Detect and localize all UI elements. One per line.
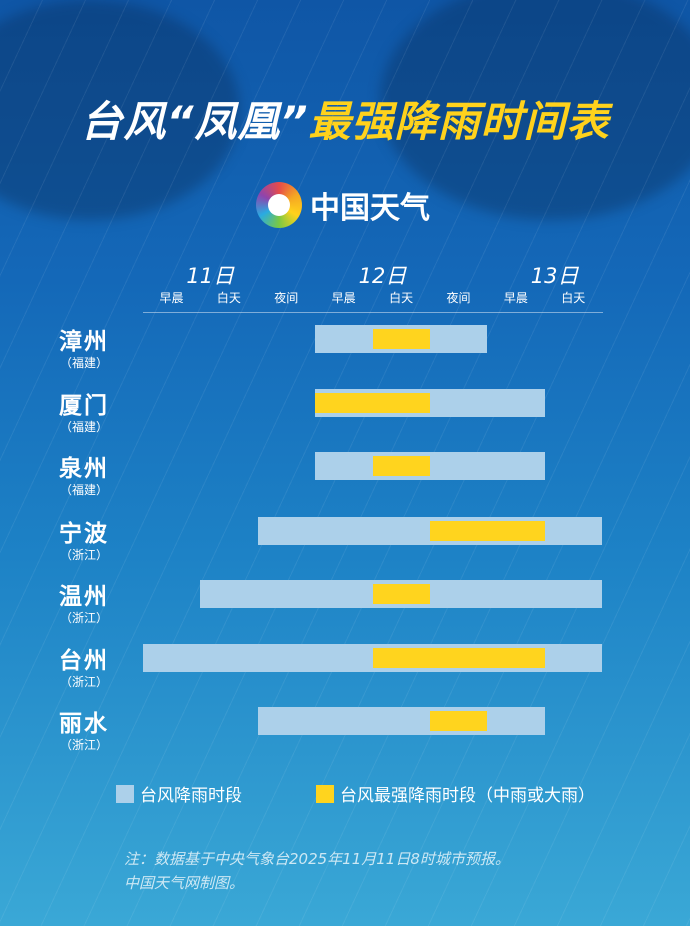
city-name: 厦门 (59, 393, 109, 419)
logo-swirl-icon (256, 182, 302, 228)
heavy-rain-bar (372, 584, 430, 604)
heavy-rain-bar (372, 648, 545, 668)
logo-text: 中国天气 (310, 191, 430, 226)
period-label: 白天 (561, 291, 586, 305)
period-label: 白天 (216, 291, 241, 305)
city-name: 宁波 (59, 521, 109, 547)
logo: 中国天气 (256, 182, 430, 228)
period-label: 早晨 (159, 291, 184, 305)
city-name: 丽水 (59, 711, 109, 737)
province-name: （浙江） (59, 738, 108, 752)
legend-swatch (316, 784, 334, 803)
period-label: 早晨 (503, 291, 528, 305)
heavy-rain-bar (372, 329, 430, 349)
province-name: （福建） (59, 356, 108, 370)
period-label: 夜间 (446, 291, 471, 305)
period-label: 早晨 (331, 291, 356, 305)
legend-swatch (116, 784, 134, 803)
city-name: 温州 (59, 584, 109, 610)
heavy-rain-bar (430, 711, 488, 731)
city-label: 台州 （浙江） (48, 641, 120, 690)
heavy-rain-bar (315, 393, 430, 413)
city-label: 宁波 （浙江） (48, 514, 120, 563)
heavy-rain-bar (430, 521, 545, 541)
province-name: （浙江） (59, 675, 108, 689)
city-label: 漳州 （福建） (48, 322, 120, 371)
legend-label: 台风降雨时段 (140, 786, 242, 806)
day-label: 11日 (186, 264, 235, 288)
legend-rain: 台风降雨时段 (116, 781, 242, 806)
period-label: 白天 (389, 291, 414, 305)
page-title: 台风“凤凰”最强降雨时间表 (80, 97, 610, 146)
day-label: 12日 (358, 264, 407, 288)
city-name: 泉州 (59, 456, 109, 482)
city-label: 温州 （浙江） (48, 577, 120, 626)
rain-period-bar (257, 707, 545, 735)
province-name: （浙江） (59, 548, 108, 562)
city-label: 厦门 （福建） (48, 386, 120, 435)
footnote: 注：数据基于中央气象台2025年11月11日8时城市预报。 (124, 850, 510, 868)
city-label: 丽水 （浙江） (48, 704, 120, 753)
legend-label: 台风最强降雨时段（中雨或大雨） (340, 786, 595, 806)
city-name: 漳州 (59, 329, 109, 355)
province-name: （福建） (59, 483, 108, 497)
province-name: （福建） (59, 420, 108, 434)
period-label: 夜间 (274, 291, 299, 305)
rain-period-bar (315, 452, 545, 480)
city-label: 泉州 （福建） (48, 449, 120, 498)
legend-heavy: 台风最强降雨时段（中雨或大雨） (316, 781, 595, 806)
heavy-rain-bar (372, 456, 430, 476)
city-name: 台州 (59, 648, 109, 674)
footnote-credit: 中国天气网制图。 (124, 874, 245, 892)
province-name: （浙江） (59, 611, 108, 625)
axis-line (143, 312, 603, 313)
day-label: 13日 (530, 264, 579, 288)
